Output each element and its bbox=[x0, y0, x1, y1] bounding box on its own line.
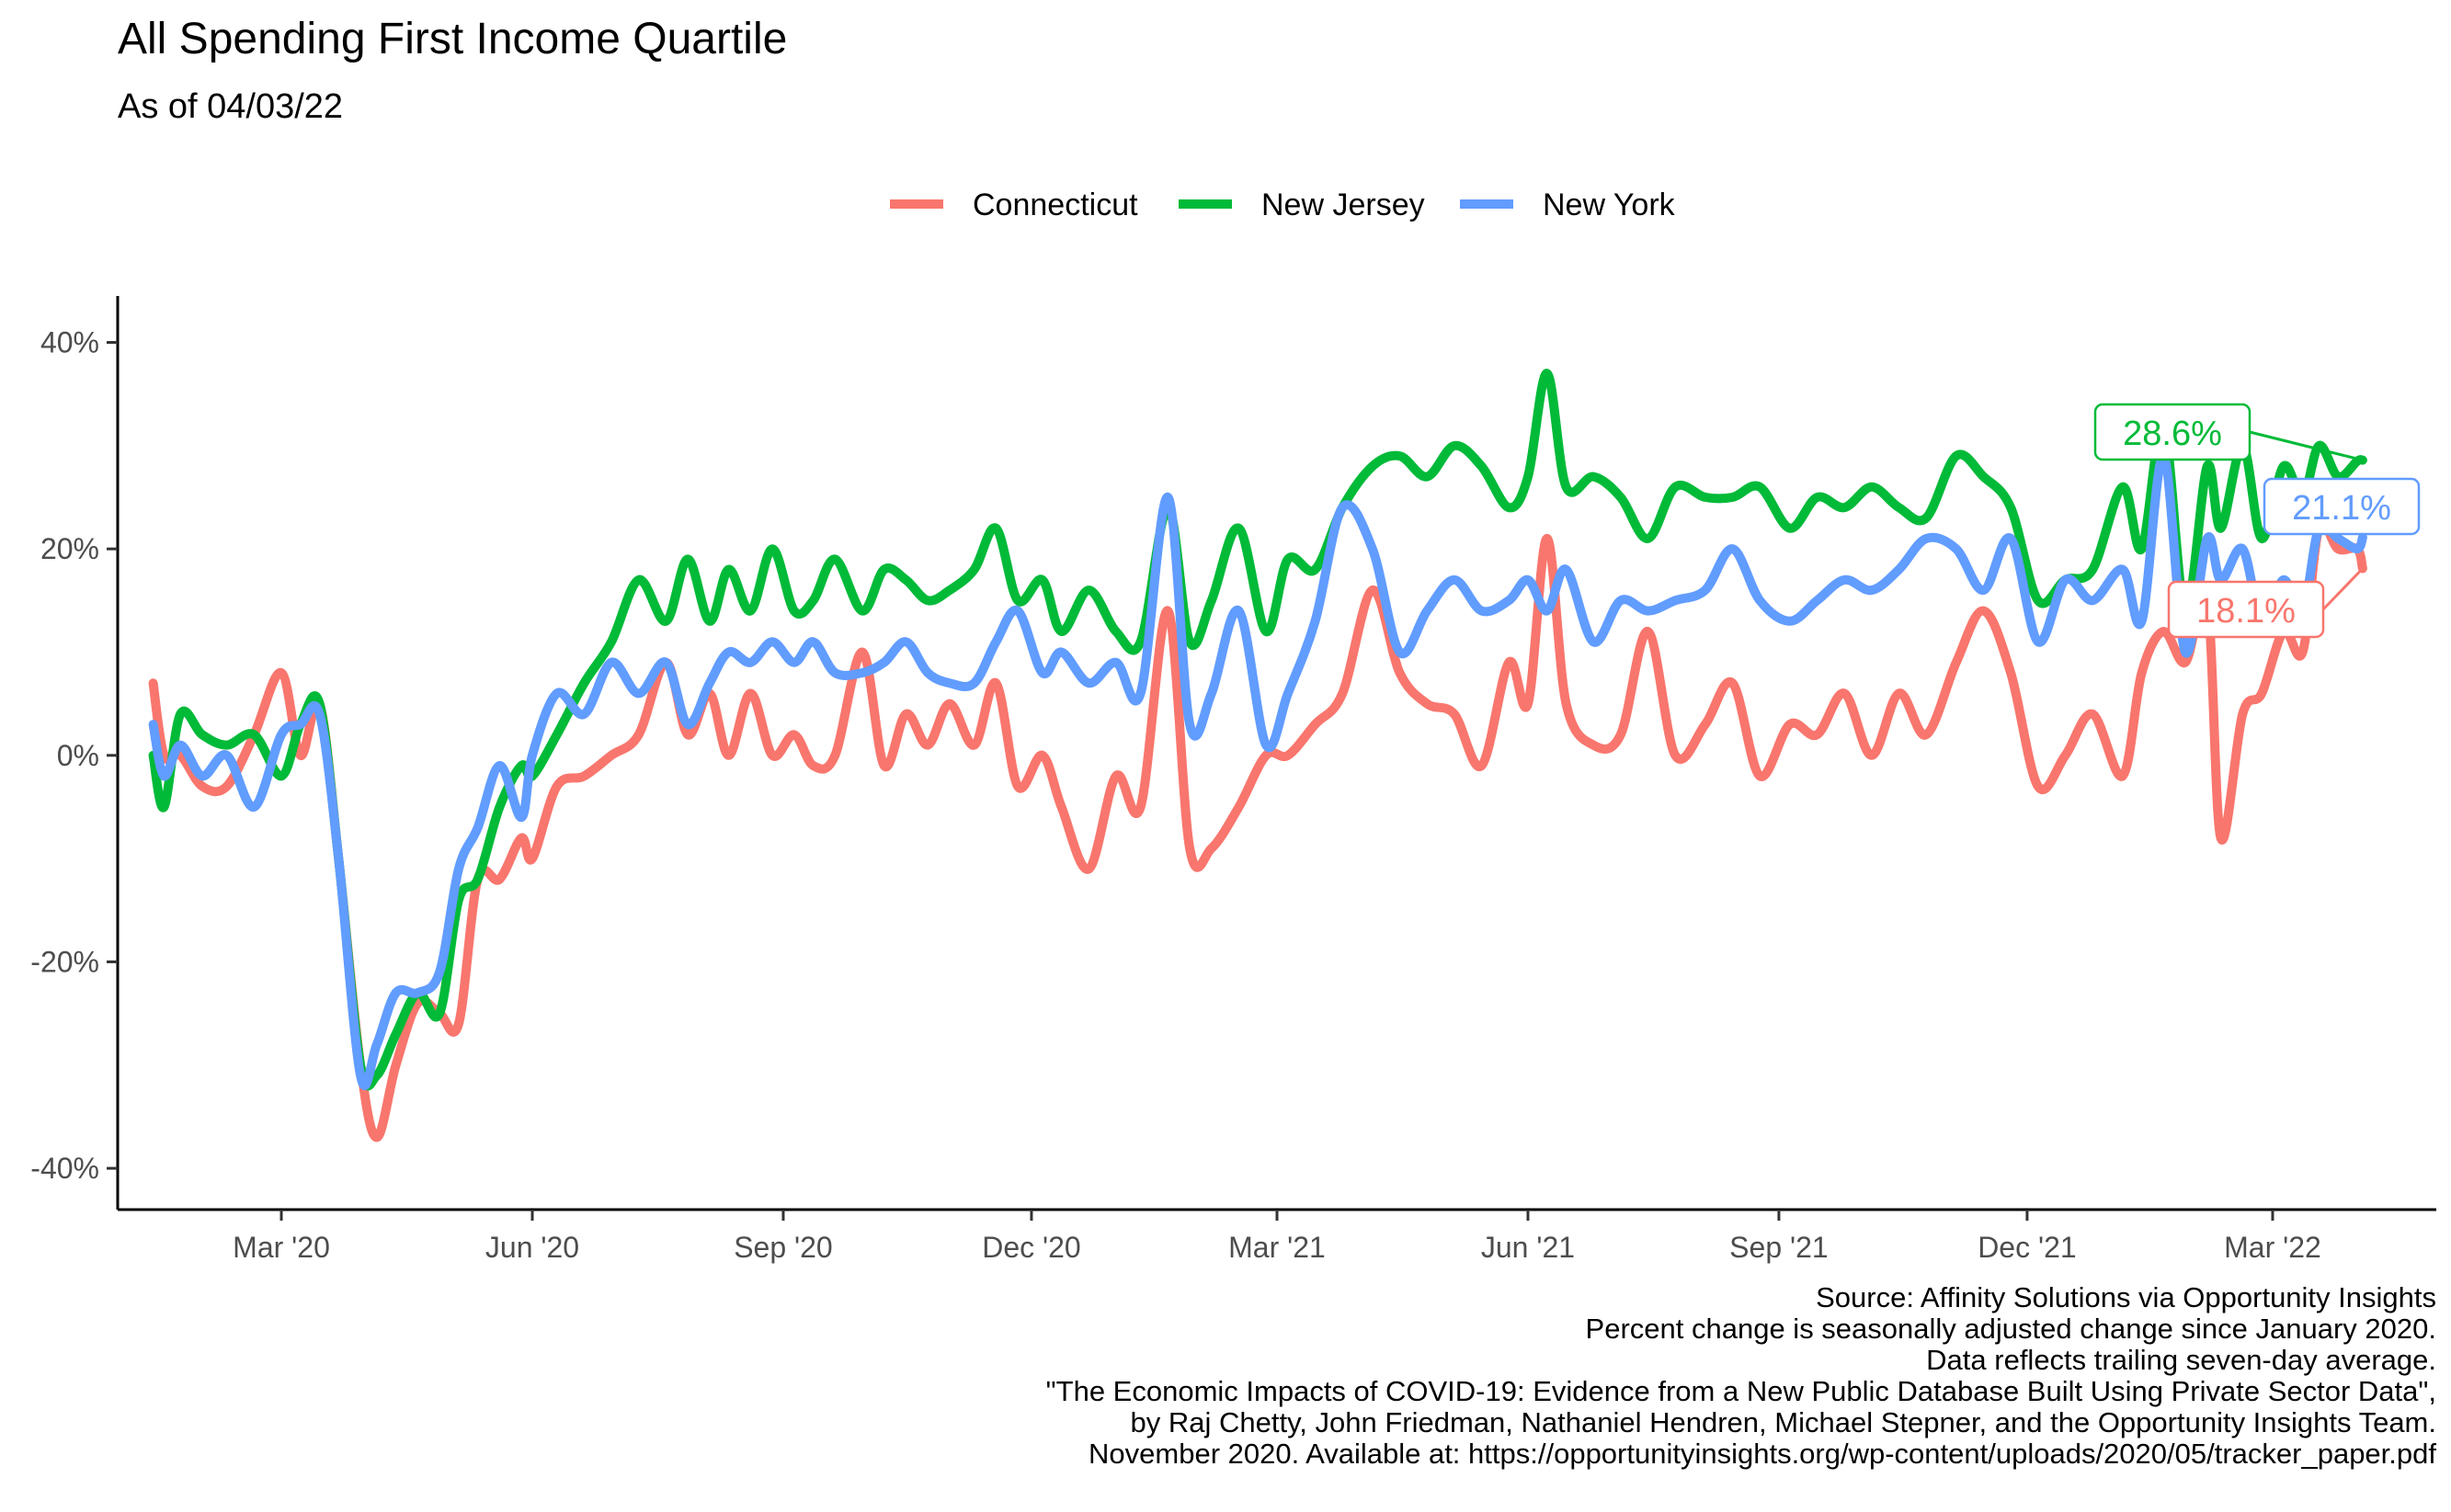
legend-label-new-jersey: New Jersey bbox=[1261, 188, 1425, 222]
x-tick-label: Sep '20 bbox=[734, 1231, 833, 1264]
legend-label-connecticut: Connecticut bbox=[973, 188, 1138, 222]
x-tick-label: Mar '22 bbox=[2224, 1231, 2321, 1264]
x-tick-label: Dec '20 bbox=[982, 1231, 1081, 1264]
caption-line: by Raj Chetty, John Friedman, Nathaniel … bbox=[1131, 1406, 2436, 1438]
y-tick-label: -40% bbox=[30, 1152, 99, 1185]
x-tick-label: Sep '21 bbox=[1729, 1231, 1829, 1264]
legend-label-new-york: New York bbox=[1543, 188, 1676, 222]
end-label-box-connecticut bbox=[2167, 580, 2325, 639]
chart-subtitle: As of 04/03/22 bbox=[118, 87, 343, 126]
chart-caption: Source: Affinity Solutions via Opportuni… bbox=[1046, 1281, 2437, 1470]
end-label-box-new-york bbox=[2263, 477, 2421, 536]
chart-legend: Connecticut New Jersey New York bbox=[890, 188, 1676, 222]
series-layer bbox=[148, 369, 2367, 1143]
x-axis-ticks: Mar '20 Jun '20 Sep '20 Dec '20 Mar '21 Jun '… bbox=[233, 1210, 2321, 1264]
caption-line: November 2020. Available at: https://opp… bbox=[1089, 1438, 2436, 1470]
end-label-box-new-jersey bbox=[2093, 403, 2252, 461]
x-tick-label: Mar '20 bbox=[233, 1231, 330, 1264]
x-tick-label: Mar '21 bbox=[1228, 1231, 1326, 1264]
y-tick-label: 40% bbox=[40, 326, 99, 359]
y-tick-label: -20% bbox=[30, 945, 99, 978]
series-line-new-york bbox=[148, 451, 2367, 1090]
end-label-leader-connecticut bbox=[2321, 567, 2364, 611]
caption-line: "The Economic Impacts of COVID-19: Evide… bbox=[1046, 1375, 2436, 1407]
series-line-connecticut bbox=[148, 518, 2367, 1143]
end-label-connecticut: 18.1% bbox=[2196, 592, 2296, 631]
caption-line: Source: Affinity Solutions via Opportuni… bbox=[1816, 1281, 2436, 1313]
end-labels: 18.1% 28.6% 21.1% bbox=[2093, 403, 2421, 639]
end-label-new-jersey: 28.6% bbox=[2123, 415, 2222, 453]
x-tick-label: Jun '20 bbox=[485, 1231, 579, 1264]
x-tick-label: Dec '21 bbox=[1978, 1231, 2077, 1264]
caption-line: Data reflects trailing seven-day average… bbox=[1926, 1344, 2436, 1376]
x-tick-label: Jun '21 bbox=[1481, 1231, 1575, 1264]
series-line-new-jersey bbox=[148, 369, 2367, 1091]
caption-line: Percent change is seasonally adjusted ch… bbox=[1586, 1313, 2436, 1345]
y-tick-label: 0% bbox=[57, 739, 99, 772]
chart-title: All Spending First Income Quartile bbox=[118, 15, 787, 63]
end-label-new-york: 21.1% bbox=[2292, 489, 2391, 528]
y-axis-ticks: -40% -20% 0% 20% 40% bbox=[30, 326, 118, 1185]
y-tick-label: 20% bbox=[40, 532, 99, 565]
end-label-leader-new-jersey bbox=[2249, 430, 2364, 462]
